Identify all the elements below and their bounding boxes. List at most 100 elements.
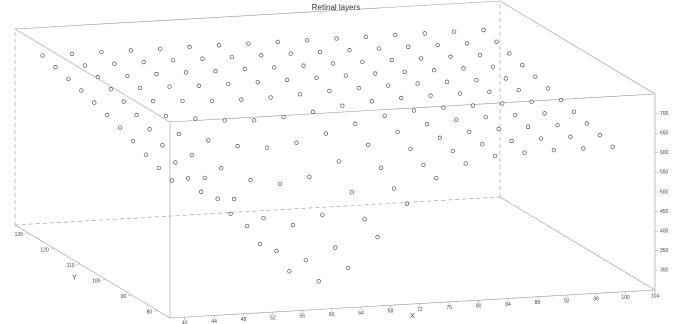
point <box>215 196 220 201</box>
point <box>141 59 146 65</box>
point <box>516 87 521 93</box>
point <box>187 44 192 50</box>
point <box>378 165 384 170</box>
point <box>239 97 244 102</box>
point <box>66 76 71 81</box>
y-tick-label: 110 <box>67 263 75 269</box>
point <box>398 95 404 101</box>
point <box>428 93 433 98</box>
point <box>533 74 538 79</box>
point <box>349 190 354 195</box>
point <box>255 80 260 85</box>
x-tick-label: 48 <box>241 317 247 323</box>
box-edge <box>14 224 171 319</box>
point <box>170 58 176 63</box>
point <box>522 150 527 155</box>
point <box>610 144 615 149</box>
z-tick-label: 300 <box>660 268 669 274</box>
point <box>402 69 407 74</box>
point <box>391 186 397 191</box>
point <box>53 65 58 70</box>
point <box>437 135 443 140</box>
point <box>154 71 159 77</box>
point <box>180 98 185 104</box>
point <box>542 111 547 116</box>
point <box>507 51 512 56</box>
x-tick-label: 60 <box>329 312 335 318</box>
point <box>121 99 126 104</box>
point <box>316 279 321 284</box>
point <box>79 88 84 93</box>
x-tick-label: 40 <box>182 320 188 324</box>
point <box>252 118 257 123</box>
y-tick <box>128 294 132 296</box>
point <box>268 95 273 100</box>
x-tick-label: 96 <box>593 297 599 303</box>
point <box>290 222 296 228</box>
point <box>229 54 235 60</box>
point <box>261 215 266 221</box>
point <box>474 77 479 83</box>
point <box>435 42 440 48</box>
point <box>301 63 306 68</box>
point <box>481 27 486 33</box>
point <box>259 53 264 58</box>
y-tick-label: 120 <box>40 248 49 254</box>
point <box>105 112 110 118</box>
z-tick-label: 550 <box>660 170 669 176</box>
point <box>434 175 439 181</box>
x-tick-label: 84 <box>505 302 511 308</box>
point <box>480 142 485 147</box>
box-edge <box>14 196 501 226</box>
point <box>213 68 218 74</box>
point <box>467 129 472 134</box>
point <box>419 56 424 61</box>
point <box>284 77 290 82</box>
point <box>277 181 283 187</box>
point <box>494 39 499 44</box>
point <box>408 146 413 152</box>
point <box>310 109 316 114</box>
x-tick-label: 52 <box>270 315 276 321</box>
x-tick-label: 76 <box>446 305 452 311</box>
point <box>411 108 417 113</box>
point <box>457 91 463 96</box>
point <box>568 134 573 139</box>
point <box>150 98 156 104</box>
point <box>375 235 380 240</box>
point <box>248 178 253 183</box>
point <box>386 83 391 88</box>
point <box>189 152 194 158</box>
z-tick-label: 350 <box>660 248 669 254</box>
point <box>373 71 378 76</box>
point <box>158 46 163 51</box>
point <box>147 127 152 132</box>
point <box>297 92 303 97</box>
point <box>363 34 369 39</box>
point <box>216 43 222 48</box>
point <box>503 76 508 81</box>
point <box>219 166 224 171</box>
x-tick-label: 64 <box>358 310 364 316</box>
point <box>264 145 270 150</box>
point <box>477 52 483 58</box>
point <box>186 176 191 181</box>
point <box>108 87 113 92</box>
point <box>444 79 450 84</box>
point <box>538 136 544 141</box>
box-edge <box>499 196 656 291</box>
point <box>294 140 299 145</box>
point <box>369 99 374 104</box>
point <box>451 29 457 34</box>
point <box>235 144 240 149</box>
point <box>362 217 367 222</box>
point <box>513 112 518 118</box>
z-tick-label: 500 <box>660 189 669 195</box>
box-edge <box>499 0 656 95</box>
point <box>461 66 466 71</box>
point <box>415 81 420 86</box>
point <box>334 36 339 41</box>
point <box>382 113 387 118</box>
y-tick-label: 130 <box>15 232 24 238</box>
x-tick-label: 80 <box>476 304 482 310</box>
